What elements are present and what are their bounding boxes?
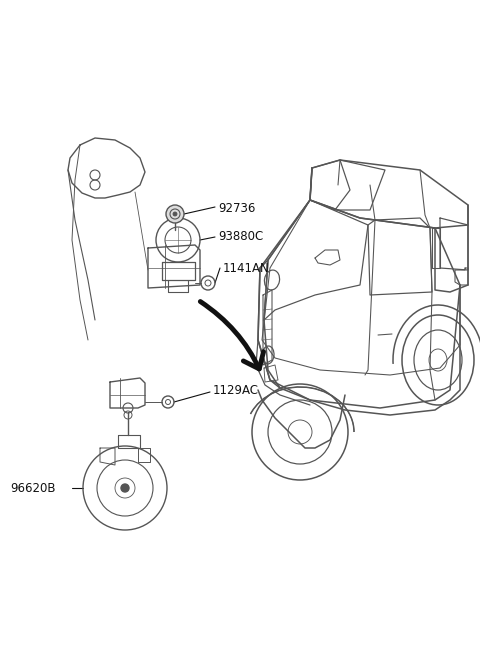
Circle shape [166,205,184,223]
Text: 96620B: 96620B [10,482,56,495]
Text: 1129AC: 1129AC [213,384,259,398]
Circle shape [173,212,177,216]
Circle shape [121,484,129,492]
Text: 92736: 92736 [218,201,255,215]
Text: 1141AN: 1141AN [223,262,270,274]
Text: 93880C: 93880C [218,230,263,243]
FancyArrowPatch shape [200,302,264,369]
